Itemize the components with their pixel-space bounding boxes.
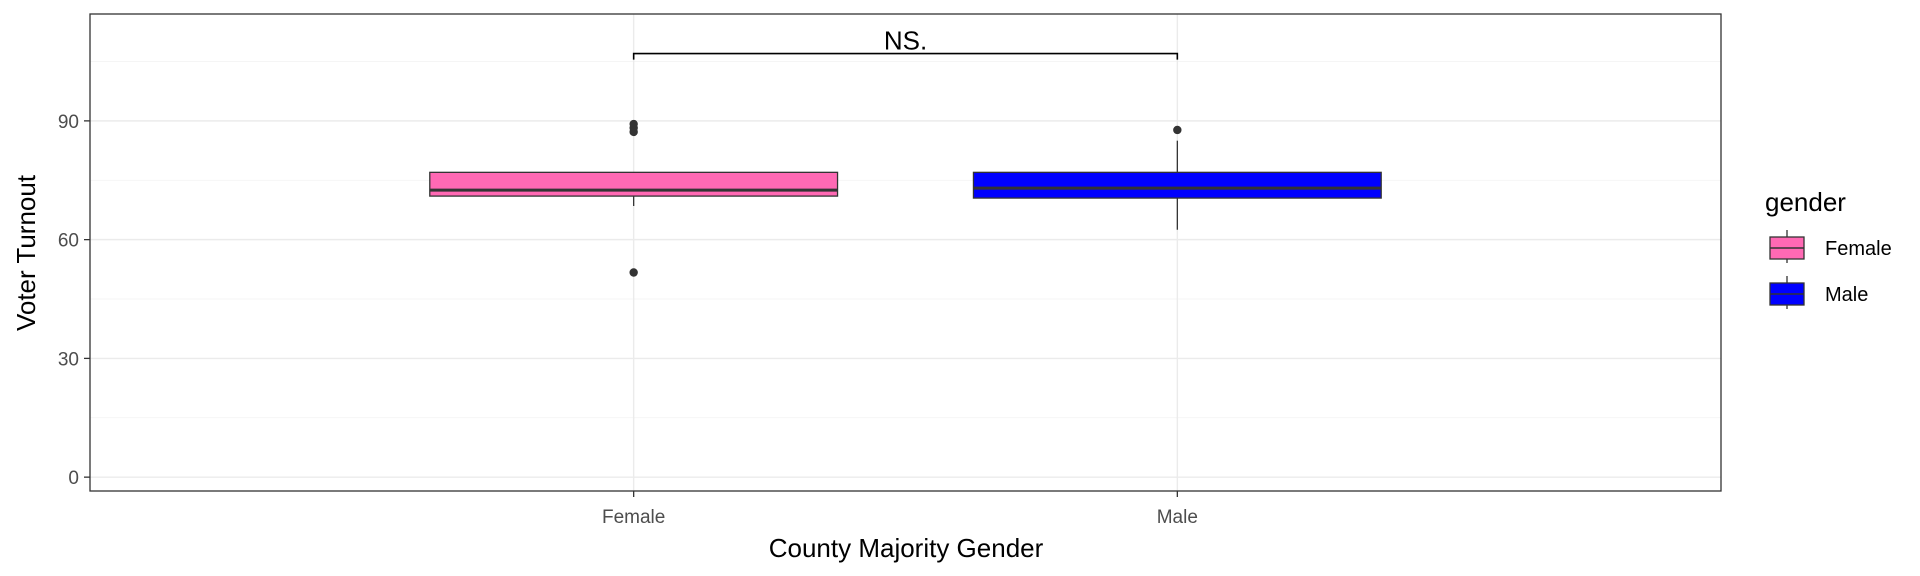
legend-item-male: Male [1769, 276, 1868, 309]
plot-panel-border [89, 13, 1722, 492]
legend-item-female: Female [1769, 230, 1892, 263]
significance-annotation: NS. [632, 26, 1179, 60]
y-axis-title: Voter Turnout [11, 174, 41, 331]
box-female [429, 119, 839, 277]
significance-label: NS. [884, 26, 927, 56]
outlier-point [629, 119, 638, 129]
x-tick-label: Male [1157, 507, 1198, 528]
x-tick-label: Female [602, 507, 665, 528]
significance-bracket [632, 52, 1179, 60]
boxes [429, 119, 1382, 277]
legend-title: gender [1765, 187, 1846, 217]
outlier-point [629, 268, 638, 277]
grid [90, 14, 1721, 491]
legend: gender Female Male [1765, 187, 1892, 309]
legend-label: Female [1825, 238, 1892, 260]
box-male [972, 125, 1382, 230]
y-tick-label: 90 [58, 112, 79, 133]
y-tick-label: 0 [68, 468, 79, 489]
box-iqr [429, 171, 839, 197]
axes: 0 30 60 90 Female Male [58, 112, 1198, 528]
x-axis-title: County Majority Gender [769, 533, 1044, 563]
outlier-point [1173, 125, 1182, 135]
y-tick-label: 30 [58, 349, 79, 370]
box-iqr [972, 171, 1382, 199]
y-tick-label: 60 [58, 231, 79, 252]
legend-label: Male [1825, 284, 1868, 306]
